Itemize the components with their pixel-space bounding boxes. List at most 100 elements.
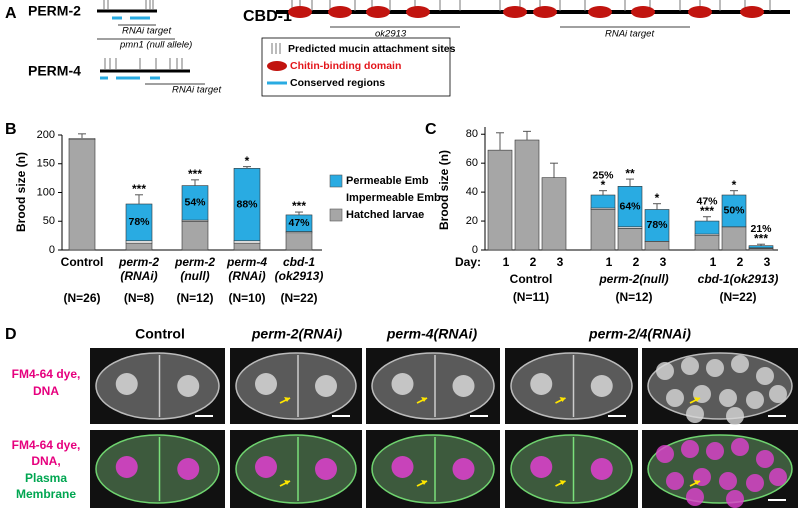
bar-segment: [181, 185, 209, 221]
bar-segment: [125, 203, 153, 242]
percent-label: 47%: [696, 195, 718, 207]
bar-segment: [617, 227, 643, 251]
arrow-head: [421, 397, 427, 402]
micrograph: [90, 348, 225, 424]
n-label: (N=22): [719, 290, 756, 304]
x-tick-label: 1: [606, 255, 613, 269]
embryo: [95, 352, 220, 420]
gene-cbd1: CBD-1 ok2913 RNAi target: [243, 0, 790, 40]
bar-segment: [748, 245, 774, 249]
y-axis-title: Brood size (n): [14, 152, 28, 232]
embryo: [95, 434, 220, 504]
y-tick-label: 20: [466, 215, 478, 227]
significance: ***: [754, 231, 768, 245]
nucleus: [706, 359, 724, 377]
row-label: Membrane: [16, 487, 76, 501]
nucleus: [731, 438, 749, 456]
chitin-domain: [366, 6, 390, 18]
row-label: FM4-64 dye,: [12, 438, 81, 452]
nucleus: [769, 385, 787, 403]
panel-letter: B: [5, 121, 17, 138]
bar-segment: [68, 138, 96, 140]
nucleus: [666, 389, 684, 407]
significance: *: [601, 178, 606, 192]
bar-segment: [590, 194, 616, 209]
nucleus: [686, 405, 704, 423]
legend-text: Hatched larvae: [346, 209, 424, 221]
micrograph: [230, 430, 362, 508]
mucin-sites: [104, 58, 183, 70]
n-label: (N=26): [63, 291, 101, 305]
gene-name: PERM-2: [28, 3, 81, 19]
annotation: RNAi target: [605, 29, 654, 40]
n-label: (N=12): [176, 291, 214, 305]
micrograph: [642, 430, 798, 508]
row-label: DNA,: [31, 454, 60, 468]
nucleus: [686, 488, 704, 506]
annotation: RNAi target: [122, 26, 171, 37]
percent-label: 78%: [646, 219, 668, 231]
nucleus: [315, 458, 337, 480]
panel-letter: A: [5, 5, 17, 22]
x-tick-label: 2: [530, 255, 537, 269]
nucleus: [726, 490, 744, 508]
bar-segment: [285, 232, 313, 251]
arrow-head: [421, 480, 427, 485]
x-tick-label: perm-4 (RNAi): [226, 255, 267, 283]
nucleus: [681, 440, 699, 458]
nucleus: [530, 373, 553, 395]
x-axis-title: Day:: [455, 255, 481, 269]
nucleus: [719, 389, 737, 407]
legend-text: Chitin-binding domain: [290, 60, 401, 72]
n-label: (N=12): [615, 290, 652, 304]
significance: ***: [188, 167, 202, 181]
x-tick-label: 1: [710, 255, 717, 269]
column-header: perm-2/4(RNAi): [588, 326, 691, 342]
nucleus: [769, 468, 787, 486]
nucleus: [590, 375, 613, 397]
percent-label: 47%: [288, 217, 310, 229]
group-label: perm-2(null): [598, 272, 668, 286]
nucleus: [719, 472, 737, 490]
nucleus: [177, 458, 200, 480]
legend-swatch: [330, 192, 342, 204]
nucleus: [756, 367, 774, 385]
nucleus: [590, 458, 613, 480]
bar-segment: [694, 235, 720, 251]
x-tick-label: 2: [737, 255, 744, 269]
group-label: cbd-1(ok2913): [698, 272, 779, 286]
percent-label: 54%: [184, 197, 206, 209]
row-label: Plasma: [25, 471, 67, 485]
bar-segment: [487, 149, 513, 251]
arrow-head: [694, 480, 700, 485]
x-tick-label: perm-2 (null): [174, 255, 215, 283]
micrograph: [230, 348, 362, 424]
legend-swatch: [329, 174, 343, 188]
nucleus: [530, 456, 553, 478]
x-tick-label: Control: [60, 255, 104, 269]
annotation: pmn1 (null allele): [119, 40, 192, 51]
percent-label: 25%: [592, 169, 614, 181]
gene-perm4: PERM-4 RNAi target: [28, 58, 221, 96]
chitin-domain: [328, 6, 352, 18]
row-label: FM4-64 dye,: [12, 367, 81, 381]
legend-icon: [271, 43, 281, 54]
nucleus: [391, 373, 414, 395]
y-tick-label: 0: [472, 244, 478, 256]
significance: *: [655, 191, 660, 205]
legend-text: Conserved regions: [290, 77, 385, 89]
x-tick-label: 3: [660, 255, 667, 269]
n-label: (N=11): [513, 290, 549, 304]
bar-segment: [721, 194, 747, 228]
chitin-domain: [588, 6, 612, 18]
embryo: [510, 434, 633, 504]
x-tick-label: cbd-1 (ok2913): [274, 255, 324, 283]
nucleus: [746, 474, 764, 492]
panel-letter: C: [425, 121, 437, 138]
embryo: [371, 352, 495, 420]
group-label: Control: [510, 272, 553, 286]
percent-label: 78%: [128, 216, 150, 228]
legend-swatch: [329, 208, 343, 222]
x-tick-label: 1: [503, 255, 510, 269]
